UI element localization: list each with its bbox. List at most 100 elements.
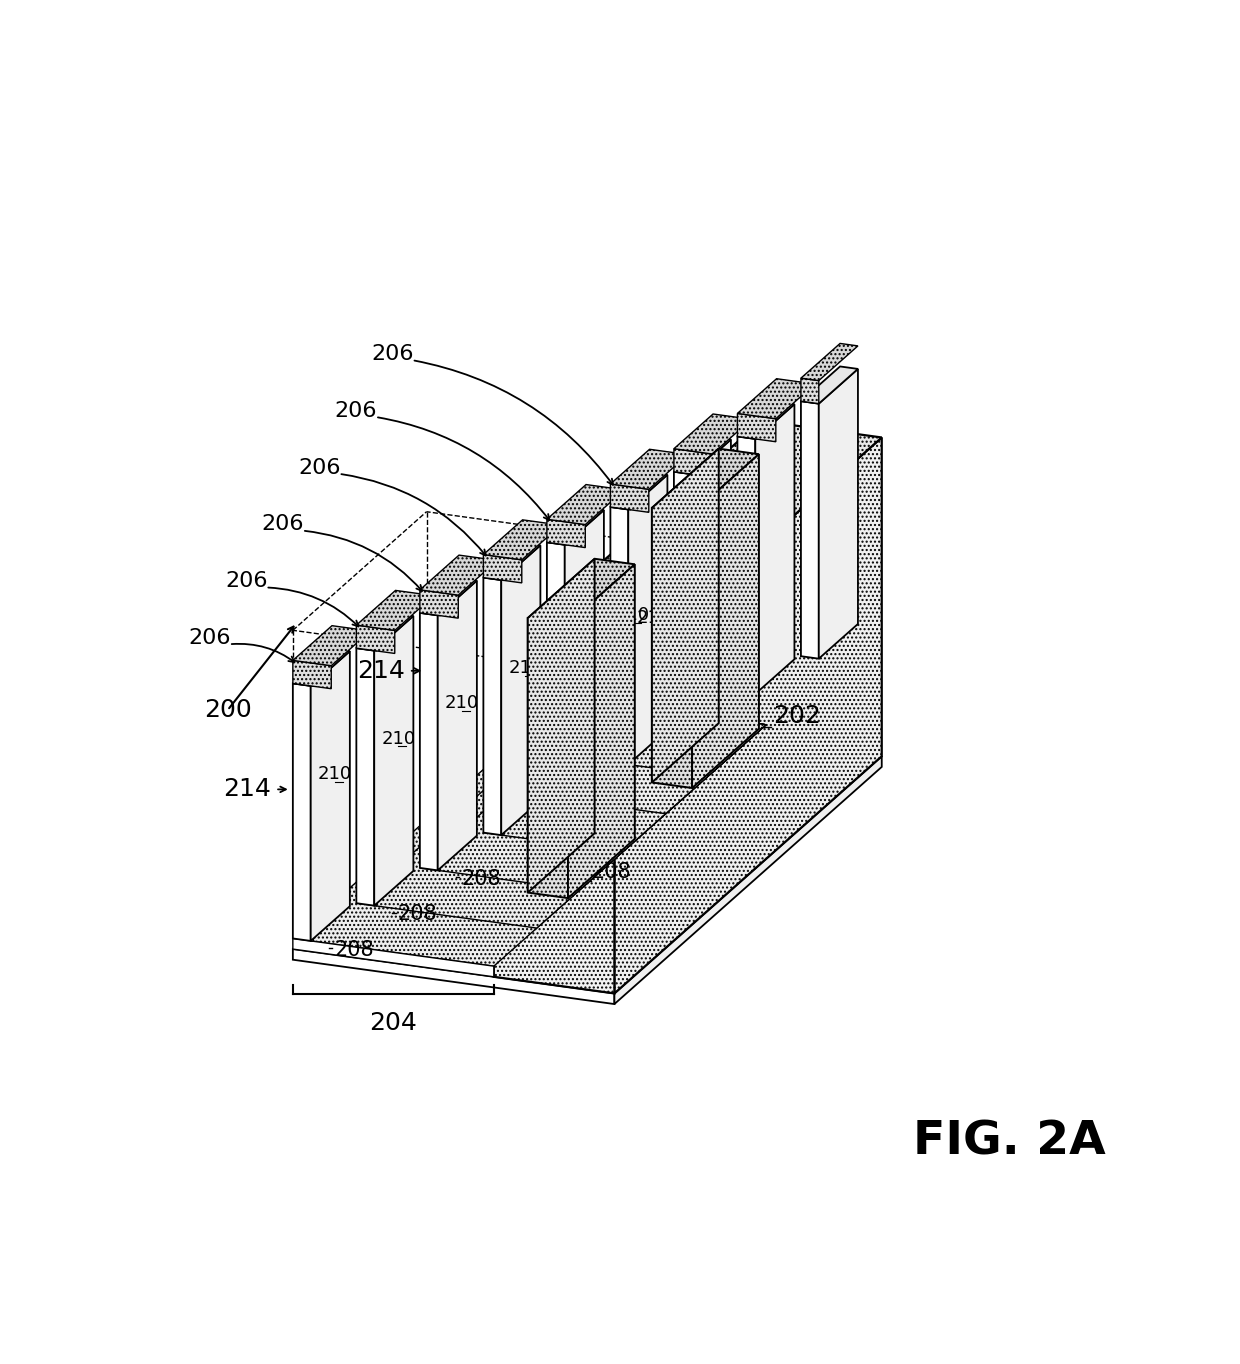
Polygon shape	[755, 439, 758, 694]
Text: 202: 202	[773, 704, 821, 728]
Polygon shape	[420, 702, 766, 889]
Polygon shape	[293, 697, 766, 966]
Polygon shape	[801, 344, 858, 381]
Text: FIG. 2A: FIG. 2A	[913, 1118, 1105, 1163]
Polygon shape	[528, 559, 595, 892]
Polygon shape	[293, 712, 882, 993]
Polygon shape	[629, 510, 631, 765]
Text: 208: 208	[591, 862, 631, 883]
Polygon shape	[420, 589, 459, 618]
Text: 206: 206	[335, 401, 377, 420]
Polygon shape	[356, 625, 394, 653]
Polygon shape	[420, 578, 477, 615]
Polygon shape	[629, 487, 631, 510]
Polygon shape	[494, 421, 882, 675]
Polygon shape	[484, 577, 501, 835]
Polygon shape	[420, 555, 497, 595]
Polygon shape	[374, 617, 413, 906]
Text: 206: 206	[371, 344, 414, 364]
Polygon shape	[293, 660, 331, 689]
Text: 200: 200	[205, 698, 252, 723]
Polygon shape	[818, 368, 858, 659]
Polygon shape	[311, 663, 314, 686]
Polygon shape	[614, 756, 882, 1004]
Polygon shape	[547, 484, 625, 525]
Text: 208: 208	[334, 940, 373, 960]
Polygon shape	[673, 415, 751, 454]
Polygon shape	[547, 507, 604, 544]
Polygon shape	[311, 686, 314, 941]
Text: 212: 212	[585, 719, 627, 738]
Polygon shape	[374, 627, 377, 651]
Polygon shape	[494, 657, 614, 993]
Polygon shape	[501, 580, 503, 835]
Polygon shape	[356, 614, 413, 651]
Polygon shape	[293, 683, 311, 941]
Text: 210: 210	[508, 659, 542, 677]
Text: 208: 208	[461, 869, 501, 889]
Polygon shape	[484, 705, 766, 852]
Polygon shape	[293, 949, 614, 1004]
Text: 208: 208	[398, 904, 438, 925]
Text: 210: 210	[616, 606, 650, 623]
Polygon shape	[755, 404, 795, 694]
Polygon shape	[501, 557, 503, 581]
Text: 210: 210	[572, 623, 606, 642]
Polygon shape	[738, 413, 776, 442]
Polygon shape	[610, 484, 649, 513]
Polygon shape	[652, 449, 759, 513]
Polygon shape	[692, 439, 730, 730]
Text: 214: 214	[357, 659, 405, 683]
Polygon shape	[738, 402, 795, 439]
Polygon shape	[692, 475, 694, 730]
Polygon shape	[484, 520, 560, 559]
Polygon shape	[673, 472, 692, 730]
Polygon shape	[564, 510, 604, 799]
Polygon shape	[568, 565, 635, 898]
Polygon shape	[755, 416, 758, 439]
Polygon shape	[673, 436, 730, 475]
Polygon shape	[356, 648, 374, 906]
Polygon shape	[610, 507, 629, 764]
Polygon shape	[484, 543, 541, 580]
Polygon shape	[738, 379, 815, 419]
Polygon shape	[610, 711, 766, 776]
Text: 206: 206	[188, 627, 231, 648]
Polygon shape	[692, 451, 694, 475]
Text: 212: 212	[709, 608, 751, 629]
Polygon shape	[484, 555, 522, 582]
Polygon shape	[547, 543, 564, 799]
Polygon shape	[528, 559, 635, 623]
Polygon shape	[293, 649, 350, 686]
Text: 206: 206	[298, 457, 341, 477]
Polygon shape	[673, 449, 712, 477]
Polygon shape	[614, 438, 882, 993]
Polygon shape	[420, 612, 438, 870]
Polygon shape	[438, 615, 440, 870]
Text: 214: 214	[223, 777, 272, 802]
Polygon shape	[501, 546, 541, 835]
Polygon shape	[547, 520, 585, 547]
Text: 210: 210	[317, 765, 352, 783]
Polygon shape	[652, 449, 719, 783]
Text: 204: 204	[370, 1011, 418, 1035]
Polygon shape	[801, 401, 818, 659]
Polygon shape	[692, 454, 759, 788]
Polygon shape	[311, 651, 350, 941]
Polygon shape	[356, 700, 766, 928]
Polygon shape	[801, 378, 818, 404]
Polygon shape	[438, 592, 440, 615]
Polygon shape	[356, 591, 434, 630]
Polygon shape	[438, 581, 477, 870]
Polygon shape	[293, 626, 371, 666]
Text: 210: 210	[381, 730, 415, 747]
Text: 206: 206	[224, 572, 268, 591]
Polygon shape	[629, 475, 667, 764]
Polygon shape	[564, 544, 568, 801]
Polygon shape	[652, 507, 692, 788]
Polygon shape	[547, 708, 766, 814]
Text: 206: 206	[262, 514, 304, 535]
Polygon shape	[528, 618, 568, 898]
Polygon shape	[374, 651, 377, 906]
Text: 210: 210	[636, 608, 671, 626]
